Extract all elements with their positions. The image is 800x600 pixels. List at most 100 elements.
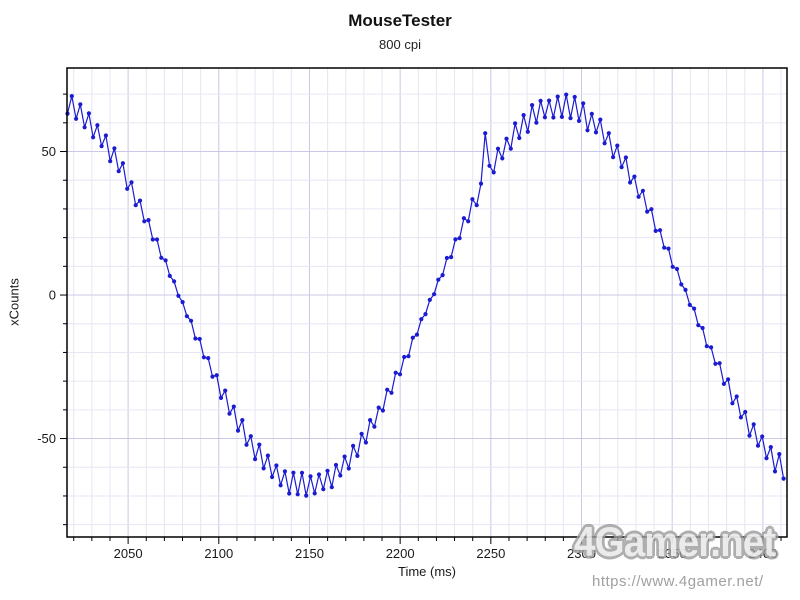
watermark-url: https://www.4gamer.net/ [592,573,764,590]
data-point [743,409,748,415]
data-point [721,381,727,386]
data-point [129,180,134,185]
data-point [547,98,552,103]
x-tick-label: 2200 [386,546,415,561]
data-point [453,237,458,242]
data-point [585,128,590,133]
data-point [368,418,373,423]
data-point [593,130,599,135]
data-point [287,491,292,496]
data-point [201,355,206,360]
data-point [470,197,475,202]
x-tick-label: 2100 [204,546,233,561]
data-point [521,113,526,118]
data-point [108,159,113,164]
data-point [146,218,151,223]
data-point [133,203,138,208]
data-point [504,136,509,141]
data-point [636,194,641,199]
data-point [261,466,266,471]
data-point [747,433,752,438]
data-point [257,442,262,447]
data-point [653,228,658,233]
data-point [640,188,646,193]
data-point [206,356,211,361]
data-point [461,216,466,221]
data-point [393,370,398,375]
data-point [265,453,270,458]
data-point [513,121,518,126]
data-point [525,129,530,134]
data-point [91,135,96,140]
data-point [436,277,441,282]
data-point [692,306,697,311]
data-point [427,297,432,302]
data-point [457,236,462,241]
data-point [619,165,624,170]
data-point [142,219,147,224]
y-tick-label: 50 [42,144,56,159]
data-point [726,377,731,382]
data-point [218,395,224,400]
data-point [372,424,377,429]
data-point [709,345,714,350]
y-tick-label: -50 [37,431,56,446]
data-point [755,443,761,448]
data-point [329,485,334,490]
data-point [304,493,309,498]
data-point [704,344,709,349]
data-point [734,394,739,399]
data-point [738,415,744,420]
data-point [551,115,556,120]
data-point [666,246,671,251]
data-point [419,317,424,322]
data-point [82,125,87,130]
data-point [410,335,415,340]
data-point [713,361,718,366]
data-point [355,453,360,458]
data-point [120,161,125,166]
data-point [270,474,275,480]
data-point [606,131,611,136]
data-point [576,118,582,123]
data-point [777,452,782,457]
x-tick-label: 2350 [658,546,687,561]
data-point [581,101,586,106]
data-point [240,418,245,423]
data-point [623,155,629,160]
data-point [628,180,633,185]
data-point [308,474,313,479]
data-point [662,245,667,250]
data-point [325,468,330,473]
data-point [423,312,428,317]
data-point [589,111,594,116]
data-point [197,336,202,342]
data-point [227,411,232,416]
data-point [559,114,565,119]
data-point [495,146,501,151]
data-point [210,374,215,379]
data-point [657,228,663,233]
data-point [342,454,347,459]
data-point [674,266,680,272]
data-point [338,473,343,478]
data-point [137,198,143,203]
data-point [534,120,539,125]
data-point [69,94,74,99]
data-point [440,273,445,278]
data-point [274,463,279,468]
data-point [176,293,181,298]
data-point [687,302,692,307]
x-tick-label: 2250 [476,546,505,561]
data-point [180,300,185,305]
data-point [299,470,305,475]
data-point [478,181,484,186]
data-point [517,135,522,141]
data-point [696,323,701,328]
data-point [376,405,381,410]
data-point [253,457,258,462]
data-point [295,492,300,497]
data-point [483,131,488,136]
data-point [751,422,756,427]
data-point [291,470,296,475]
